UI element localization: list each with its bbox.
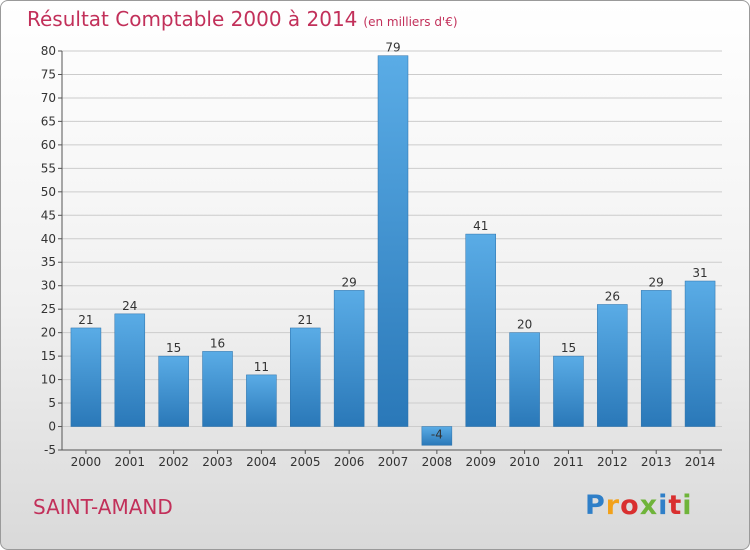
data-label: -4 — [431, 428, 443, 442]
bar-2003 — [202, 351, 233, 427]
bar-2012 — [597, 304, 628, 427]
title-text: Résultat Comptable 2000 à 2014 — [27, 7, 358, 31]
data-label: 11 — [254, 360, 269, 374]
y-tick-label: 60 — [41, 138, 56, 152]
commune-name: SAINT-AMAND — [33, 495, 173, 519]
proxiti-logo[interactable]: Proxiti — [585, 490, 693, 521]
bar-2006 — [333, 290, 365, 427]
data-label: 21 — [298, 313, 313, 327]
x-tick-label: 2014 — [685, 455, 716, 469]
y-tick-label: -5 — [44, 443, 56, 457]
bar-2010 — [509, 332, 540, 427]
bar-2000 — [70, 327, 102, 427]
y-tick-label: 65 — [41, 114, 56, 128]
y-tick-label: 50 — [41, 185, 56, 199]
data-label: 41 — [473, 219, 488, 233]
x-tick-label: 2012 — [597, 455, 628, 469]
data-label: 26 — [605, 289, 620, 303]
bar-2001 — [114, 313, 146, 427]
y-tick-label: 0 — [48, 420, 56, 434]
y-tick-label: 10 — [41, 373, 56, 387]
x-tick-label: 2013 — [641, 455, 672, 469]
x-tick-label: 2011 — [553, 455, 584, 469]
x-tick-label: 2009 — [465, 455, 496, 469]
bar-2002 — [158, 355, 189, 427]
y-tick-label: 15 — [41, 349, 56, 363]
x-tick-label: 2001 — [115, 455, 146, 469]
data-label: 20 — [517, 318, 532, 332]
y-tick-label: 70 — [41, 91, 56, 105]
data-label: 15 — [166, 341, 181, 355]
data-label: 79 — [385, 41, 400, 55]
bar-2004 — [246, 374, 277, 427]
data-label: 15 — [561, 341, 576, 355]
y-tick-label: 5 — [48, 396, 56, 410]
data-label: 24 — [122, 299, 137, 313]
x-tick-label: 2008 — [422, 455, 453, 469]
data-label: 29 — [341, 275, 356, 289]
title-unit: (en milliers d'€) — [363, 15, 458, 29]
data-label: 29 — [649, 275, 664, 289]
data-label: 31 — [692, 266, 707, 280]
y-tick-label: 55 — [41, 161, 56, 175]
bar-2008 — [421, 426, 453, 446]
y-tick-label: 25 — [41, 302, 56, 316]
x-tick-label: 2000 — [71, 455, 102, 469]
x-tick-label: 2003 — [202, 455, 233, 469]
bar-2005 — [290, 327, 321, 427]
bar-2009 — [465, 233, 496, 427]
data-label: 16 — [210, 336, 225, 350]
y-tick-label: 75 — [41, 67, 56, 81]
y-tick-label: 35 — [41, 255, 56, 269]
bar-2013 — [640, 290, 672, 427]
bar-2011 — [553, 355, 584, 427]
x-tick-label: 2005 — [290, 455, 321, 469]
x-tick-label: 2004 — [246, 455, 277, 469]
x-tick-label: 2006 — [334, 455, 365, 469]
labels-layer: 2000 21 2001 24 2002 15 2003 16 2004 11 2005 21 2006… — [71, 41, 716, 469]
data-label: 21 — [78, 313, 93, 327]
y-tick-label: 80 — [41, 44, 56, 58]
chart-title: Résultat Comptable 2000 à 2014 (en millie… — [27, 7, 458, 31]
x-tick-label: 2007 — [378, 455, 409, 469]
y-tick-label: 40 — [41, 232, 56, 246]
y-tick-label: 30 — [41, 279, 56, 293]
y-tick-label: 20 — [41, 326, 56, 340]
bar-2007 — [377, 55, 409, 427]
y-tick-label: 45 — [41, 208, 56, 222]
x-tick-label: 2002 — [158, 455, 189, 469]
axis-layer: -5 0 5 10 15 20 25 30 35 40 45 50 55 60 65 70 75 80 — [41, 44, 722, 457]
bars-layer — [70, 55, 716, 446]
bar-2014 — [684, 280, 716, 427]
x-tick-label: 2010 — [509, 455, 540, 469]
